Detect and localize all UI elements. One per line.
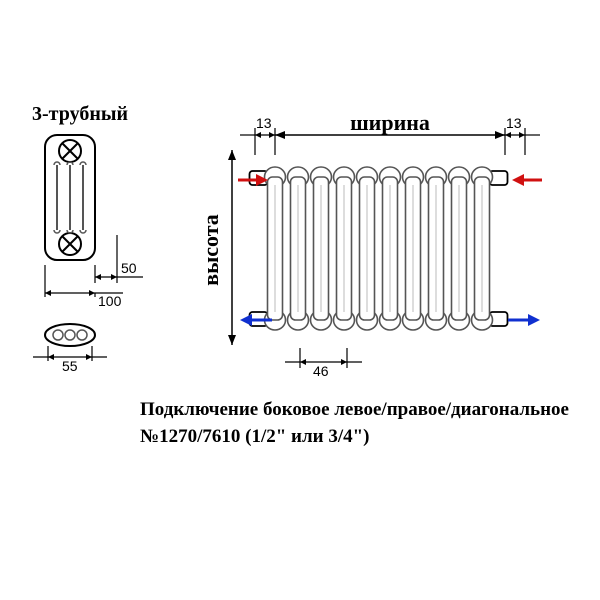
dim-bottom-width: 55: [62, 358, 78, 374]
radiator-side-view: [250, 167, 508, 330]
section-top-view: 55: [33, 324, 107, 374]
offset-left: 13: [256, 115, 272, 131]
height-dim: [228, 150, 236, 345]
section-front-view: [45, 135, 95, 260]
caption-line-1: Подключение боковое левое/правое/диагона…: [140, 399, 569, 420]
dim-depth: 50: [121, 260, 137, 276]
caption-line-2: №1270/7610 (1/2" или 3/4"): [140, 426, 369, 447]
diagram-canvas: 3-трубный 50: [0, 0, 600, 600]
dim-width: 100: [98, 293, 122, 309]
height-label: высота: [198, 214, 223, 286]
offset-right: 13: [506, 115, 522, 131]
model-title: 3-трубный: [32, 103, 128, 125]
width-label: ширина: [350, 110, 430, 135]
column-pitch: 46: [313, 363, 329, 379]
pitch-dim: 46: [285, 348, 362, 379]
